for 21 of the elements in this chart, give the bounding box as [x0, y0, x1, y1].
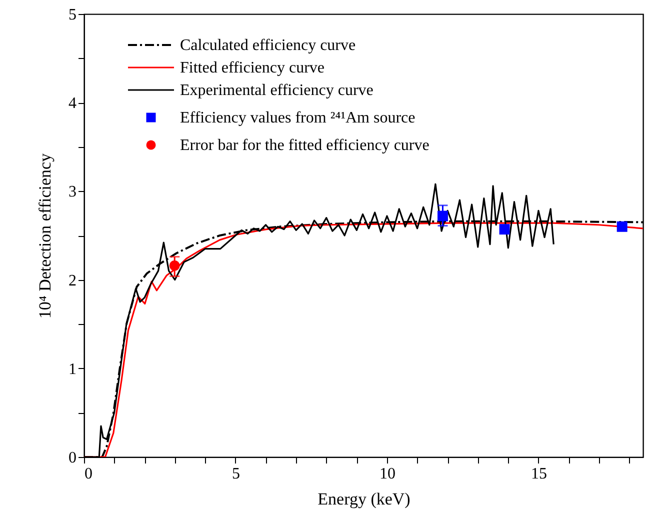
x-tick-label: 0 [84, 466, 92, 482]
x-tick-label: 5 [232, 466, 240, 482]
x-tick-label: 10 [379, 466, 396, 482]
y-tick-label: 0 [68, 450, 76, 466]
legend-label: Experimental efficiency curve [180, 82, 374, 99]
x-axis-title: Energy (keV) [318, 490, 410, 508]
y-tick-label: 3 [68, 184, 76, 201]
point [437, 210, 448, 222]
legend-label: Fitted efficiency curve [180, 60, 325, 76]
legend-label: Error bar for the fitted efficiency curve [180, 137, 430, 154]
point [499, 224, 510, 235]
y-tick-label: 4 [68, 95, 76, 112]
legend-label: Calculated efficiency curve [180, 37, 356, 54]
y-tick-label: 2 [68, 272, 76, 290]
y-axis-title: 10⁴ Detection efficiency [36, 152, 54, 319]
legend-label: Efficiency values from ²⁴¹Am source [180, 110, 416, 126]
point [169, 260, 180, 271]
x-tick-label: 15 [530, 466, 547, 482]
point [616, 221, 628, 232]
y-tick-label: 5 [68, 6, 76, 24]
y-tick-label: 1 [68, 360, 76, 378]
